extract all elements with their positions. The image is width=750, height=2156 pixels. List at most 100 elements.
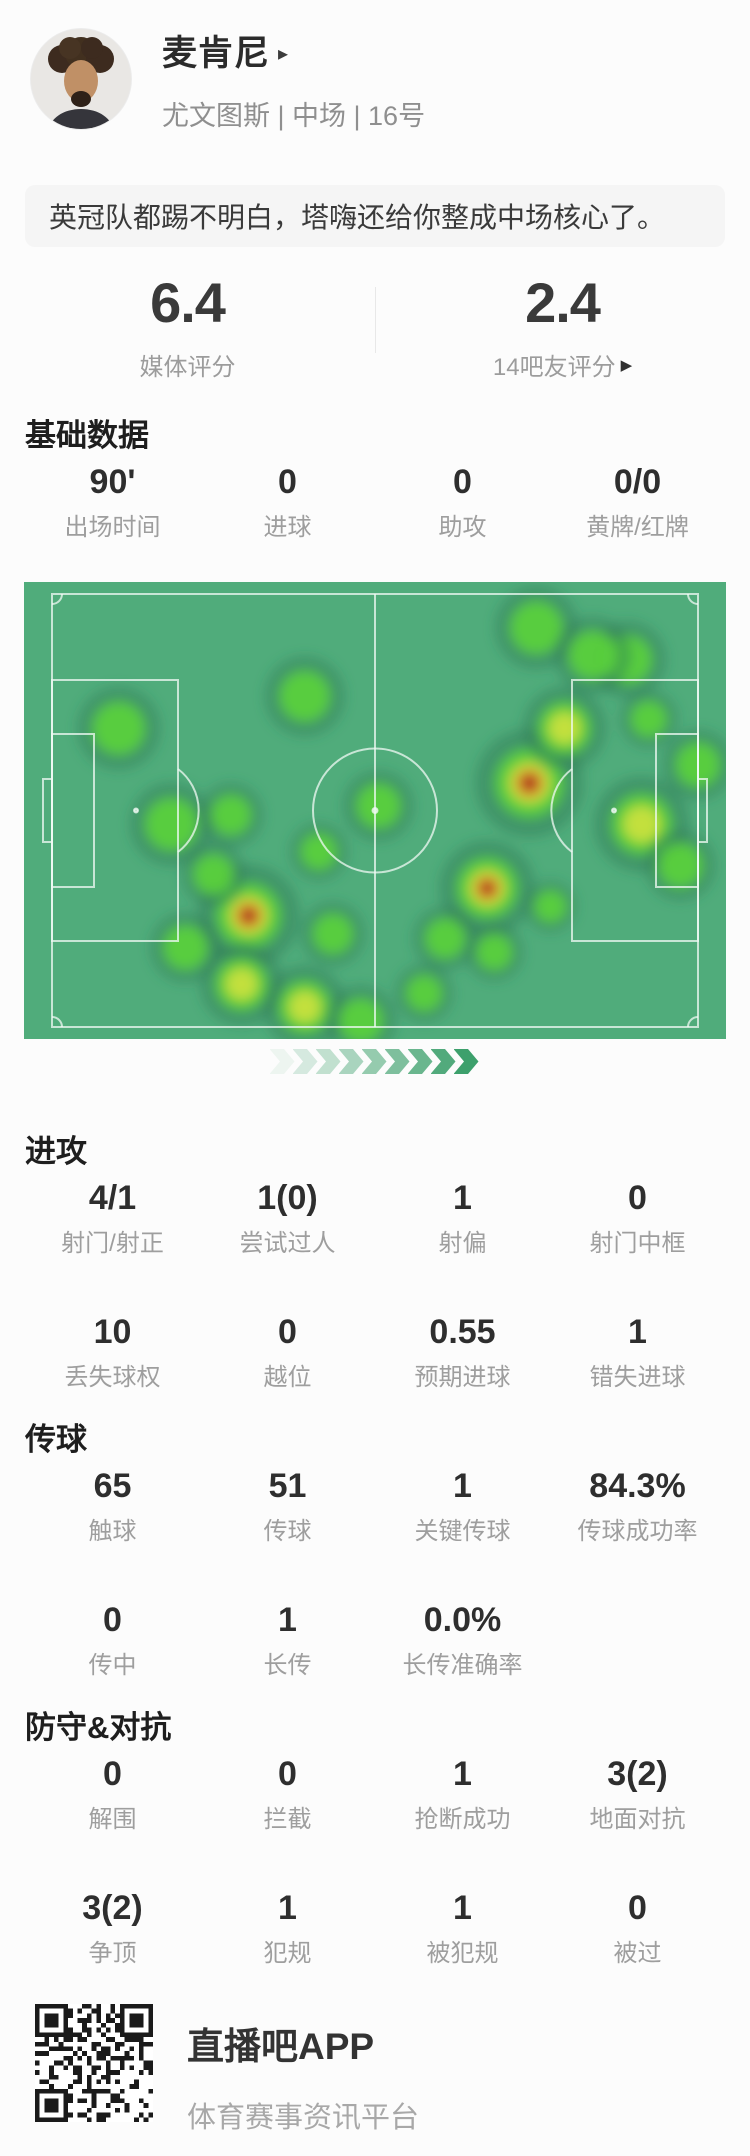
- stat-value: 1: [453, 1467, 472, 1505]
- basic-stats-grid: 90' 出场时间 0 进球 0 助攻 0/0 黄牌/红牌: [25, 462, 725, 542]
- section-attack: 进攻 4/1 射门/射正 1(0) 尝试过人 1 射偏 0 射门中框 10 丢失球权 0 越位 0.55…: [0, 1134, 750, 1392]
- stat-cell: 1 犯规: [200, 1888, 375, 1968]
- stat-cell: 0 进球: [200, 462, 375, 542]
- stat-value: 10: [93, 1313, 132, 1351]
- stat-value: 4/1: [88, 1179, 137, 1217]
- stat-cell: 0 被过: [550, 1888, 725, 1968]
- stat-label: 关键传球: [414, 1518, 511, 1545]
- player-header-text: 麦肯尼 ▸ 尤文图斯 | 中场 | 16号: [162, 25, 425, 133]
- app-tagline: 体育赛事资讯平台: [187, 2102, 420, 2134]
- stat-value: 0.55: [429, 1313, 496, 1351]
- stat-value: 1: [628, 1313, 647, 1351]
- stat-cell: 10 丢失球权: [25, 1312, 200, 1392]
- stat-label: 解围: [88, 1806, 137, 1833]
- stat-label: 抢断成功: [414, 1806, 511, 1833]
- stat-label: 拦截: [263, 1806, 312, 1833]
- stat-cell: 1 错失进球: [550, 1312, 725, 1392]
- stat-cell: 3(2) 争顶: [25, 1888, 200, 1968]
- media-rating: 6.4 媒体评分: [0, 261, 375, 382]
- stat-value: 0: [278, 1755, 297, 1793]
- stat-value: 1: [453, 1889, 472, 1927]
- stat-cell: 90' 出场时间: [25, 462, 200, 542]
- app-footer: 直播吧APP 体育赛事资讯平台: [35, 2004, 750, 2156]
- attack-direction-chevrons: [0, 1049, 750, 1074]
- player-name-row[interactable]: 麦肯尼 ▸: [162, 25, 425, 76]
- stat-label: 触球: [88, 1518, 137, 1545]
- stat-value: 0: [453, 463, 472, 501]
- section-title-defense: 防守&对抗: [25, 1710, 172, 1745]
- pitch-lines: [42, 593, 708, 1028]
- stat-cell: 0/0 黄牌/红牌: [550, 462, 725, 542]
- stat-label: 错失进球: [589, 1364, 686, 1391]
- chevron-arrow-icon: [453, 1049, 479, 1074]
- media-rating-value: 6.4: [150, 271, 226, 334]
- chevron-right-icon: ▶: [620, 356, 633, 374]
- stat-cell: 1(0) 尝试过人: [200, 1178, 375, 1258]
- stat-label: 丢失球权: [64, 1364, 161, 1391]
- stat-cell: 1 射偏: [375, 1178, 550, 1258]
- ratings-divider: [375, 287, 376, 353]
- stat-label: 预期进球: [414, 1364, 511, 1391]
- stat-label: 射门/射正: [61, 1230, 164, 1257]
- stat-cell: 1 长传: [200, 1600, 375, 1680]
- stat-label: 犯规: [263, 1940, 312, 1967]
- stat-value: 3(2): [82, 1889, 143, 1927]
- editor-comment-banner: 英冠队都踢不明白，塔嗨还给你整成中场核心了。: [25, 185, 725, 247]
- stat-value: 1(0): [257, 1179, 318, 1217]
- section-defense: 防守&对抗 0 解围 0 拦截 1 抢断成功 3(2) 地面对抗 3(2) 争顶 1 犯规 1 被犯规 0 被…: [0, 1710, 750, 1968]
- stat-cell: 0 拦截: [200, 1754, 375, 1834]
- stat-label: 进球: [263, 514, 312, 541]
- chevron-arrow-icon: [430, 1049, 456, 1074]
- chevron-arrow-icon: [384, 1049, 410, 1074]
- stat-cell: 0.0% 长传准确率: [375, 1600, 550, 1680]
- heatmap-blobs: [77, 586, 726, 1039]
- stat-value: 0/0: [613, 463, 662, 501]
- defense-stats-grid: 0 解围 0 拦截 1 抢断成功 3(2) 地面对抗 3(2) 争顶 1 犯规 1 被犯规 0 被过: [25, 1754, 725, 1968]
- stat-label: 黄牌/红牌: [586, 514, 689, 541]
- footer-text: 直播吧APP 体育赛事资讯平台: [187, 2004, 419, 2136]
- stat-value: 0: [278, 1313, 297, 1351]
- stat-label: 越位: [263, 1364, 312, 1391]
- name-expand-arrow-icon: ▸: [278, 43, 289, 65]
- chevron-arrow-icon: [292, 1049, 318, 1074]
- stat-value: 90': [89, 463, 136, 501]
- stat-cell: 51 传球: [200, 1466, 375, 1546]
- fans-rating-label-text: 14吧友评分: [492, 354, 616, 381]
- stat-cell: 1 被犯规: [375, 1888, 550, 1968]
- stat-cell: 4/1 射门/射正: [25, 1178, 200, 1258]
- qr-code-pattern: [35, 2004, 153, 2122]
- stat-cell: 3(2) 地面对抗: [550, 1754, 725, 1834]
- pitch-and-heatmap: [42, 586, 726, 1039]
- stat-label: 射门中框: [589, 1230, 686, 1257]
- stat-value: 1: [453, 1179, 472, 1217]
- chevron-arrow-icon: [315, 1049, 341, 1074]
- section-passing: 传球 65 触球 51 传球 1 关键传球 84.3% 传球成功率 0 传中 1 长传 0.0% 长传准确…: [0, 1422, 750, 1680]
- fans-rating[interactable]: 2.4 14吧友评分 ▶: [375, 261, 750, 382]
- media-rating-label: 媒体评分: [139, 354, 236, 381]
- chevron-arrow-icon: [361, 1049, 387, 1074]
- stat-label: 被过: [613, 1940, 662, 1967]
- stat-label: 助攻: [438, 514, 487, 541]
- passing-stats-grid: 65 触球 51 传球 1 关键传球 84.3% 传球成功率 0 传中 1 长传 0.0% 长传准确率: [25, 1466, 725, 1680]
- stat-cell: 1 抢断成功: [375, 1754, 550, 1834]
- chevron-arrow-icon: [338, 1049, 364, 1074]
- stat-cell: 84.3% 传球成功率: [550, 1466, 725, 1546]
- stat-value: 51: [268, 1467, 307, 1505]
- stat-label: 射偏: [438, 1230, 487, 1257]
- fans-rating-value: 2.4: [525, 271, 601, 334]
- section-basic: 基础数据 90' 出场时间 0 进球 0 助攻 0/0 黄牌/红牌: [0, 418, 750, 542]
- avatar-illustration: [31, 29, 131, 129]
- stat-value: 0: [103, 1755, 122, 1793]
- stat-cell: 1 关键传球: [375, 1466, 550, 1546]
- app-name: 直播吧APP: [187, 2026, 375, 2067]
- stat-label: 传中: [88, 1652, 137, 1679]
- stat-value: 0: [628, 1179, 647, 1217]
- stat-label: 传球: [263, 1518, 312, 1545]
- stat-cell: 0 越位: [200, 1312, 375, 1392]
- chevron-arrow-icon: [407, 1049, 433, 1074]
- stat-value: 84.3%: [589, 1467, 686, 1505]
- section-title-basic: 基础数据: [25, 418, 149, 453]
- stat-cell-empty: [550, 1600, 725, 1680]
- player-team-position-number: 尤文图斯 | 中场 | 16号: [162, 101, 426, 131]
